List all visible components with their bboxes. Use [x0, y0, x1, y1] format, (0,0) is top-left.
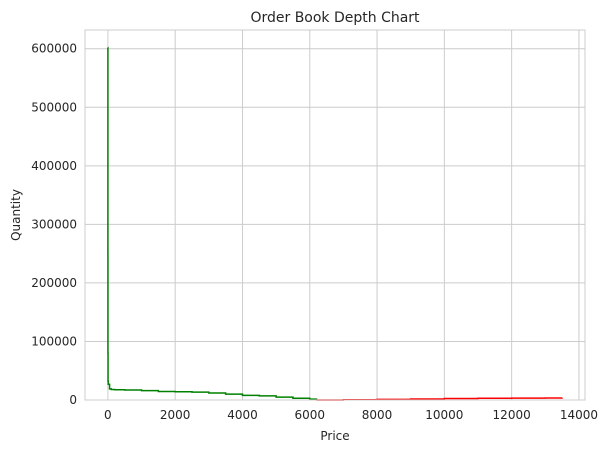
tick-labels: 0 2000 4000 6000 8000 10000 12000 14000 0 100000 2…	[31, 42, 598, 422]
plot-frame	[85, 30, 585, 400]
x-tick-label: 0	[104, 408, 112, 422]
x-tick-label: 12000	[493, 408, 531, 422]
x-tick-label: 4000	[227, 408, 258, 422]
x-tick-label: 2000	[160, 408, 191, 422]
x-axis-label: Price	[320, 429, 349, 443]
x-tick-label: 10000	[425, 408, 463, 422]
y-tick-label: 100000	[31, 334, 77, 348]
y-tick-label: 200000	[31, 276, 77, 290]
y-tick-label: 0	[69, 393, 77, 407]
chart-title: Order Book Depth Chart	[250, 10, 420, 26]
x-tick-label: 8000	[362, 408, 393, 422]
y-tick-label: 400000	[31, 159, 77, 173]
x-tick-label: 6000	[294, 408, 325, 422]
bids-depth-line	[108, 48, 317, 400]
series-layer	[108, 48, 562, 400]
x-tick-label: 14000	[560, 408, 598, 422]
y-tick-label: 500000	[31, 100, 77, 114]
y-tick-label: 300000	[31, 217, 77, 231]
y-tick-label: 600000	[31, 42, 77, 56]
y-axis-label: Quantity	[9, 189, 23, 241]
grid	[85, 30, 585, 400]
